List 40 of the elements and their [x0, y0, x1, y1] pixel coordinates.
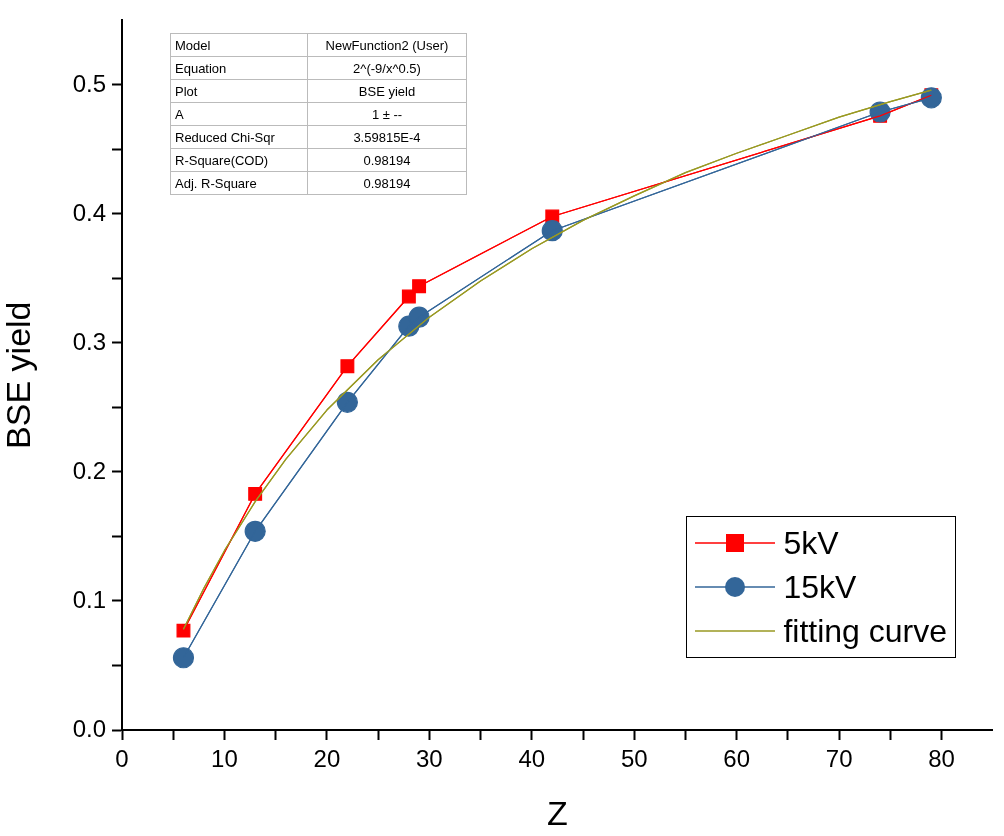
y-tick-label: 0.1 [72, 585, 106, 613]
x-tick-label: 0 [115, 745, 129, 773]
annotation: Adj. R-Square [170, 171, 308, 195]
y-tick-label: 0.5 [72, 69, 106, 97]
x-tick-label: 50 [620, 745, 648, 773]
x-axis-title: Z [547, 793, 568, 832]
annotation: Reduced Chi-Sqr [170, 125, 308, 149]
annotation: 0.98194 [307, 148, 467, 172]
y-tick-label: 0.3 [72, 327, 106, 355]
legend-label: 5kV [783, 524, 839, 562]
x-tick-label: 20 [313, 745, 341, 773]
annotation: Plot [170, 79, 308, 103]
annotation: Model [170, 33, 308, 57]
point [340, 359, 355, 374]
x-tick-label: 30 [415, 745, 443, 773]
point [920, 87, 942, 109]
point [176, 623, 191, 638]
x-tick-label: 60 [723, 745, 751, 773]
x-tick-label: 10 [211, 745, 238, 773]
annotation: NewFunction2 (User) [307, 33, 467, 57]
point [401, 289, 416, 304]
y-tick-label: 0.4 [72, 198, 106, 226]
legend-label: fitting curve [783, 612, 947, 650]
annotation: R-Square(COD) [170, 148, 308, 172]
x-tick-label: 40 [518, 745, 546, 773]
annotation: 3.59815E-4 [307, 125, 467, 149]
point [172, 647, 195, 669]
annotation: 1 ± -- [307, 102, 467, 126]
x-tick-label: 80 [928, 745, 955, 773]
point [244, 520, 266, 542]
y-tick-label: 0.0 [72, 714, 106, 742]
y-axis-title: BSE yield [0, 301, 37, 449]
annotation: A [170, 102, 308, 126]
annotation: 0.98194 [307, 171, 467, 195]
legend-label: 15kV [783, 568, 857, 606]
y-tick-label: 0.2 [72, 456, 106, 484]
annotation: 2^(-9/x^0.5) [307, 56, 467, 80]
x-tick-label: 70 [825, 745, 853, 773]
annotation: Equation [170, 56, 308, 80]
annotation: BSE yield [307, 79, 467, 103]
